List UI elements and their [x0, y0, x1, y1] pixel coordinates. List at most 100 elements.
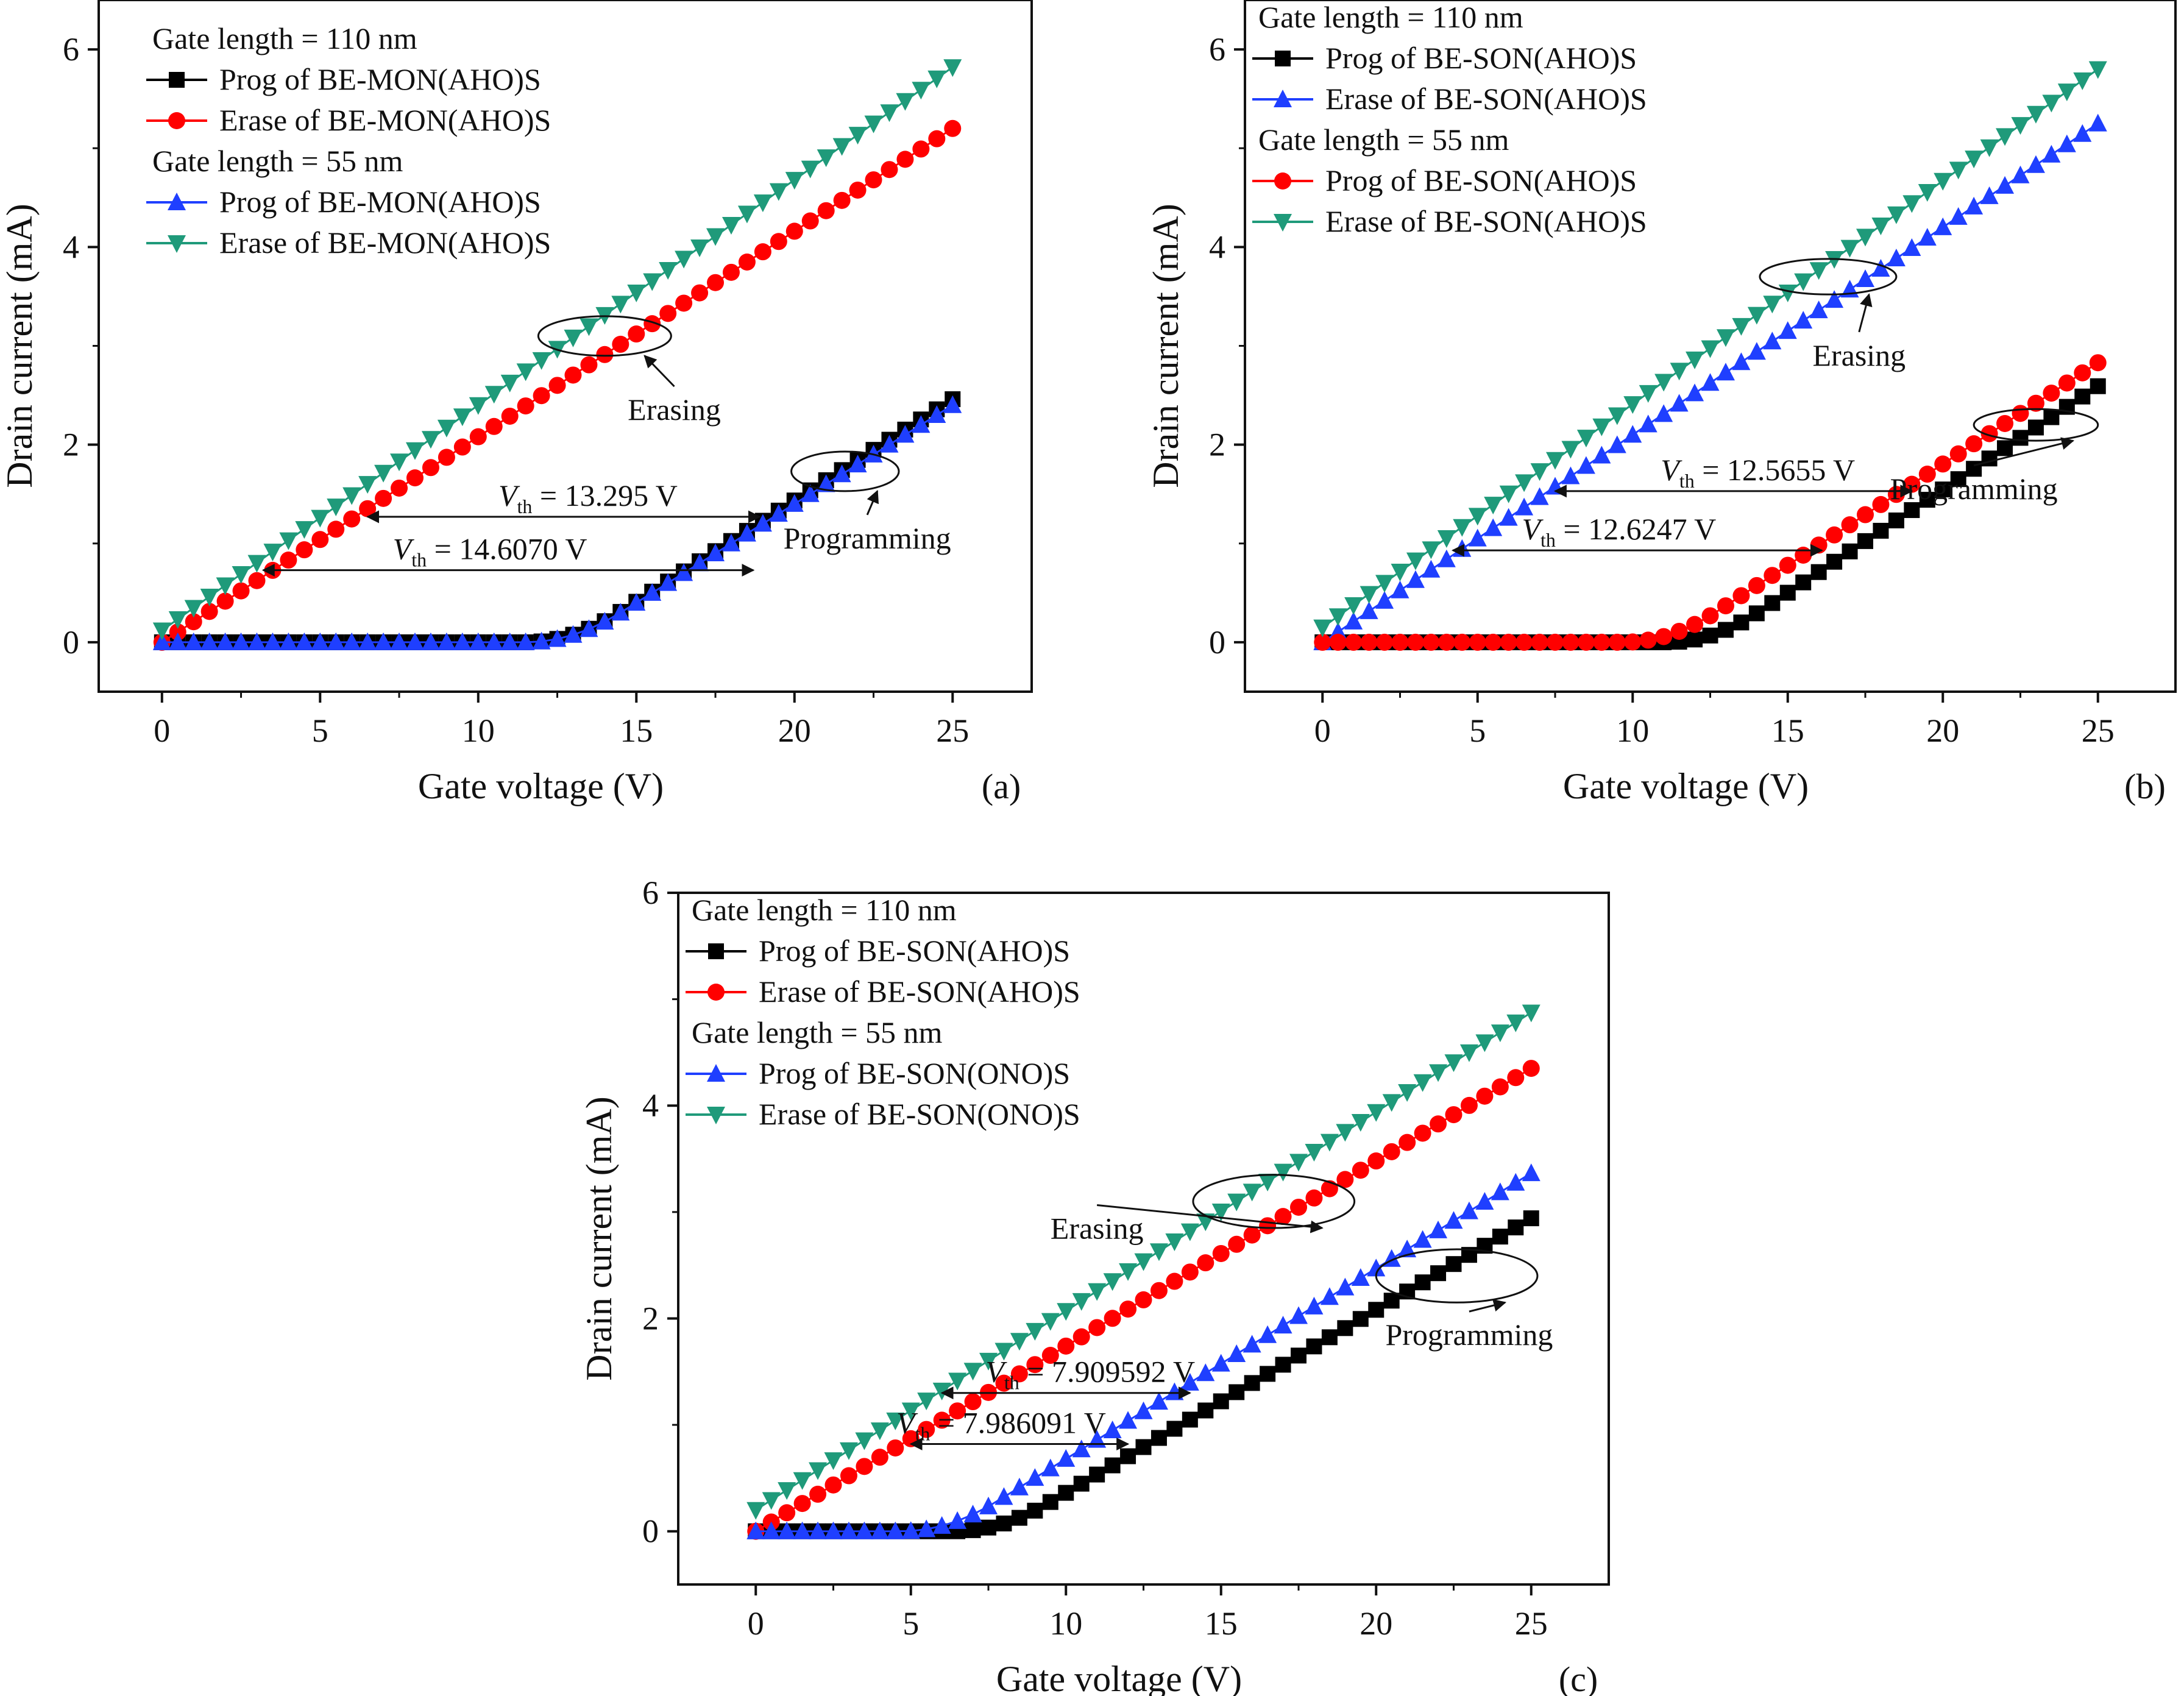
data-point — [1468, 508, 1487, 526]
data-point — [1686, 616, 1704, 633]
legend-entry: Prog of BE-MON(AHO)S — [219, 62, 541, 96]
legend-swatch-marker — [707, 1064, 725, 1082]
data-point — [1748, 605, 1765, 622]
data-point — [722, 263, 740, 281]
data-point — [1196, 1363, 1215, 1382]
legend-entry: Erase of BE-SON(AHO)S — [759, 974, 1080, 1009]
data-point — [1701, 340, 1720, 358]
data-point — [1701, 373, 1720, 391]
data-point — [1243, 1335, 1261, 1353]
data-point — [1429, 1220, 1448, 1238]
group-arrow — [866, 489, 879, 516]
data-point — [1382, 1094, 1401, 1112]
data-point — [1686, 351, 1704, 369]
x-tick-label: 25 — [936, 712, 969, 749]
data-point — [1902, 238, 1921, 256]
data-point — [880, 435, 899, 453]
legend-swatch-marker — [168, 193, 186, 210]
legend-entry: Prog of BE-SON(AHO)S — [759, 934, 1070, 968]
data-point — [152, 622, 171, 640]
data-point — [887, 1439, 904, 1457]
data-point — [1212, 1244, 1230, 1262]
data-point — [279, 632, 298, 650]
legend-swatch-marker — [1274, 214, 1292, 232]
data-point — [185, 613, 202, 631]
data-point — [1547, 633, 1564, 651]
data-point — [1305, 1144, 1324, 1162]
data-point — [1810, 564, 1827, 580]
data-point — [1716, 363, 1735, 381]
data-point — [1149, 1243, 1168, 1261]
data-point — [824, 1521, 843, 1539]
data-point — [406, 469, 424, 487]
data-point — [2058, 374, 2076, 392]
data-point — [263, 632, 282, 650]
data-point — [865, 171, 882, 189]
data-point — [1213, 1393, 1229, 1410]
data-point — [1453, 519, 1472, 537]
data-point — [1902, 195, 1921, 213]
data-point — [1794, 273, 1813, 291]
legend-heading: Gate length = 55 nm — [1258, 122, 1509, 157]
data-point — [2074, 364, 2091, 381]
x-tick-label: 15 — [1771, 712, 1804, 749]
data-point — [1484, 518, 1503, 536]
data-point — [500, 374, 519, 392]
series-3 — [1313, 61, 2107, 637]
x-tick-label: 20 — [1360, 1605, 1392, 1642]
data-point — [963, 1363, 982, 1381]
data-point — [1259, 1217, 1277, 1235]
data-point — [1763, 296, 1782, 314]
data-point — [1244, 1375, 1260, 1391]
legend-swatch-marker — [707, 984, 725, 1001]
data-point — [691, 284, 709, 302]
legend-entry: Prog of BE-SON(ONO)S — [759, 1056, 1070, 1090]
legend-heading: Gate length = 55 nm — [152, 144, 403, 178]
data-point — [1491, 1182, 1509, 1201]
data-point — [200, 603, 218, 620]
data-point — [1313, 619, 1332, 637]
legend-swatch-marker — [168, 235, 186, 253]
x-axis-label: Gate voltage (V) — [1563, 766, 1809, 806]
data-point — [1873, 522, 1889, 539]
data-point — [1856, 269, 1874, 288]
data-point — [1010, 1365, 1028, 1383]
data-point — [643, 583, 662, 601]
data-point — [296, 541, 313, 559]
data-point — [817, 202, 835, 219]
data-point — [1103, 1421, 1122, 1439]
data-point — [1197, 1402, 1214, 1419]
data-point — [1701, 607, 1719, 625]
data-point — [1260, 1366, 1276, 1382]
data-point — [1608, 633, 1626, 651]
data-point — [1211, 1203, 1230, 1221]
data-point — [1243, 1183, 1261, 1202]
data-point — [1026, 1356, 1044, 1374]
data-point — [422, 459, 439, 477]
data-point — [1344, 611, 1363, 630]
vth-label: Vth = 13.295 V — [498, 478, 678, 517]
group-label: Programming — [784, 521, 951, 555]
data-point — [611, 603, 630, 621]
group-arrow — [1973, 437, 2075, 467]
data-point — [1856, 229, 1874, 247]
legend-entry: Prog of BE-SON(AHO)S — [1325, 41, 1637, 75]
data-point — [1135, 1439, 1152, 1455]
data-point — [184, 600, 203, 618]
data-point — [1243, 1226, 1261, 1244]
vth-annotation: Vth = 14.6070 V — [261, 532, 755, 577]
data-point — [1360, 601, 1378, 619]
legend-swatch-marker — [168, 112, 185, 129]
data-point — [2026, 155, 2045, 173]
data-point — [311, 632, 330, 650]
data-point — [1670, 394, 1689, 412]
data-point — [1809, 300, 1828, 319]
series-2 — [1314, 354, 2107, 651]
panel-label: (b) — [2124, 767, 2166, 806]
data-point — [2011, 117, 2030, 135]
legend-entry: Erase of BE-SON(AHO)S — [1325, 204, 1647, 238]
data-point — [1841, 516, 1859, 534]
data-point — [2074, 388, 2091, 405]
panel-label: (a) — [982, 767, 1021, 806]
data-point — [1561, 441, 1580, 459]
